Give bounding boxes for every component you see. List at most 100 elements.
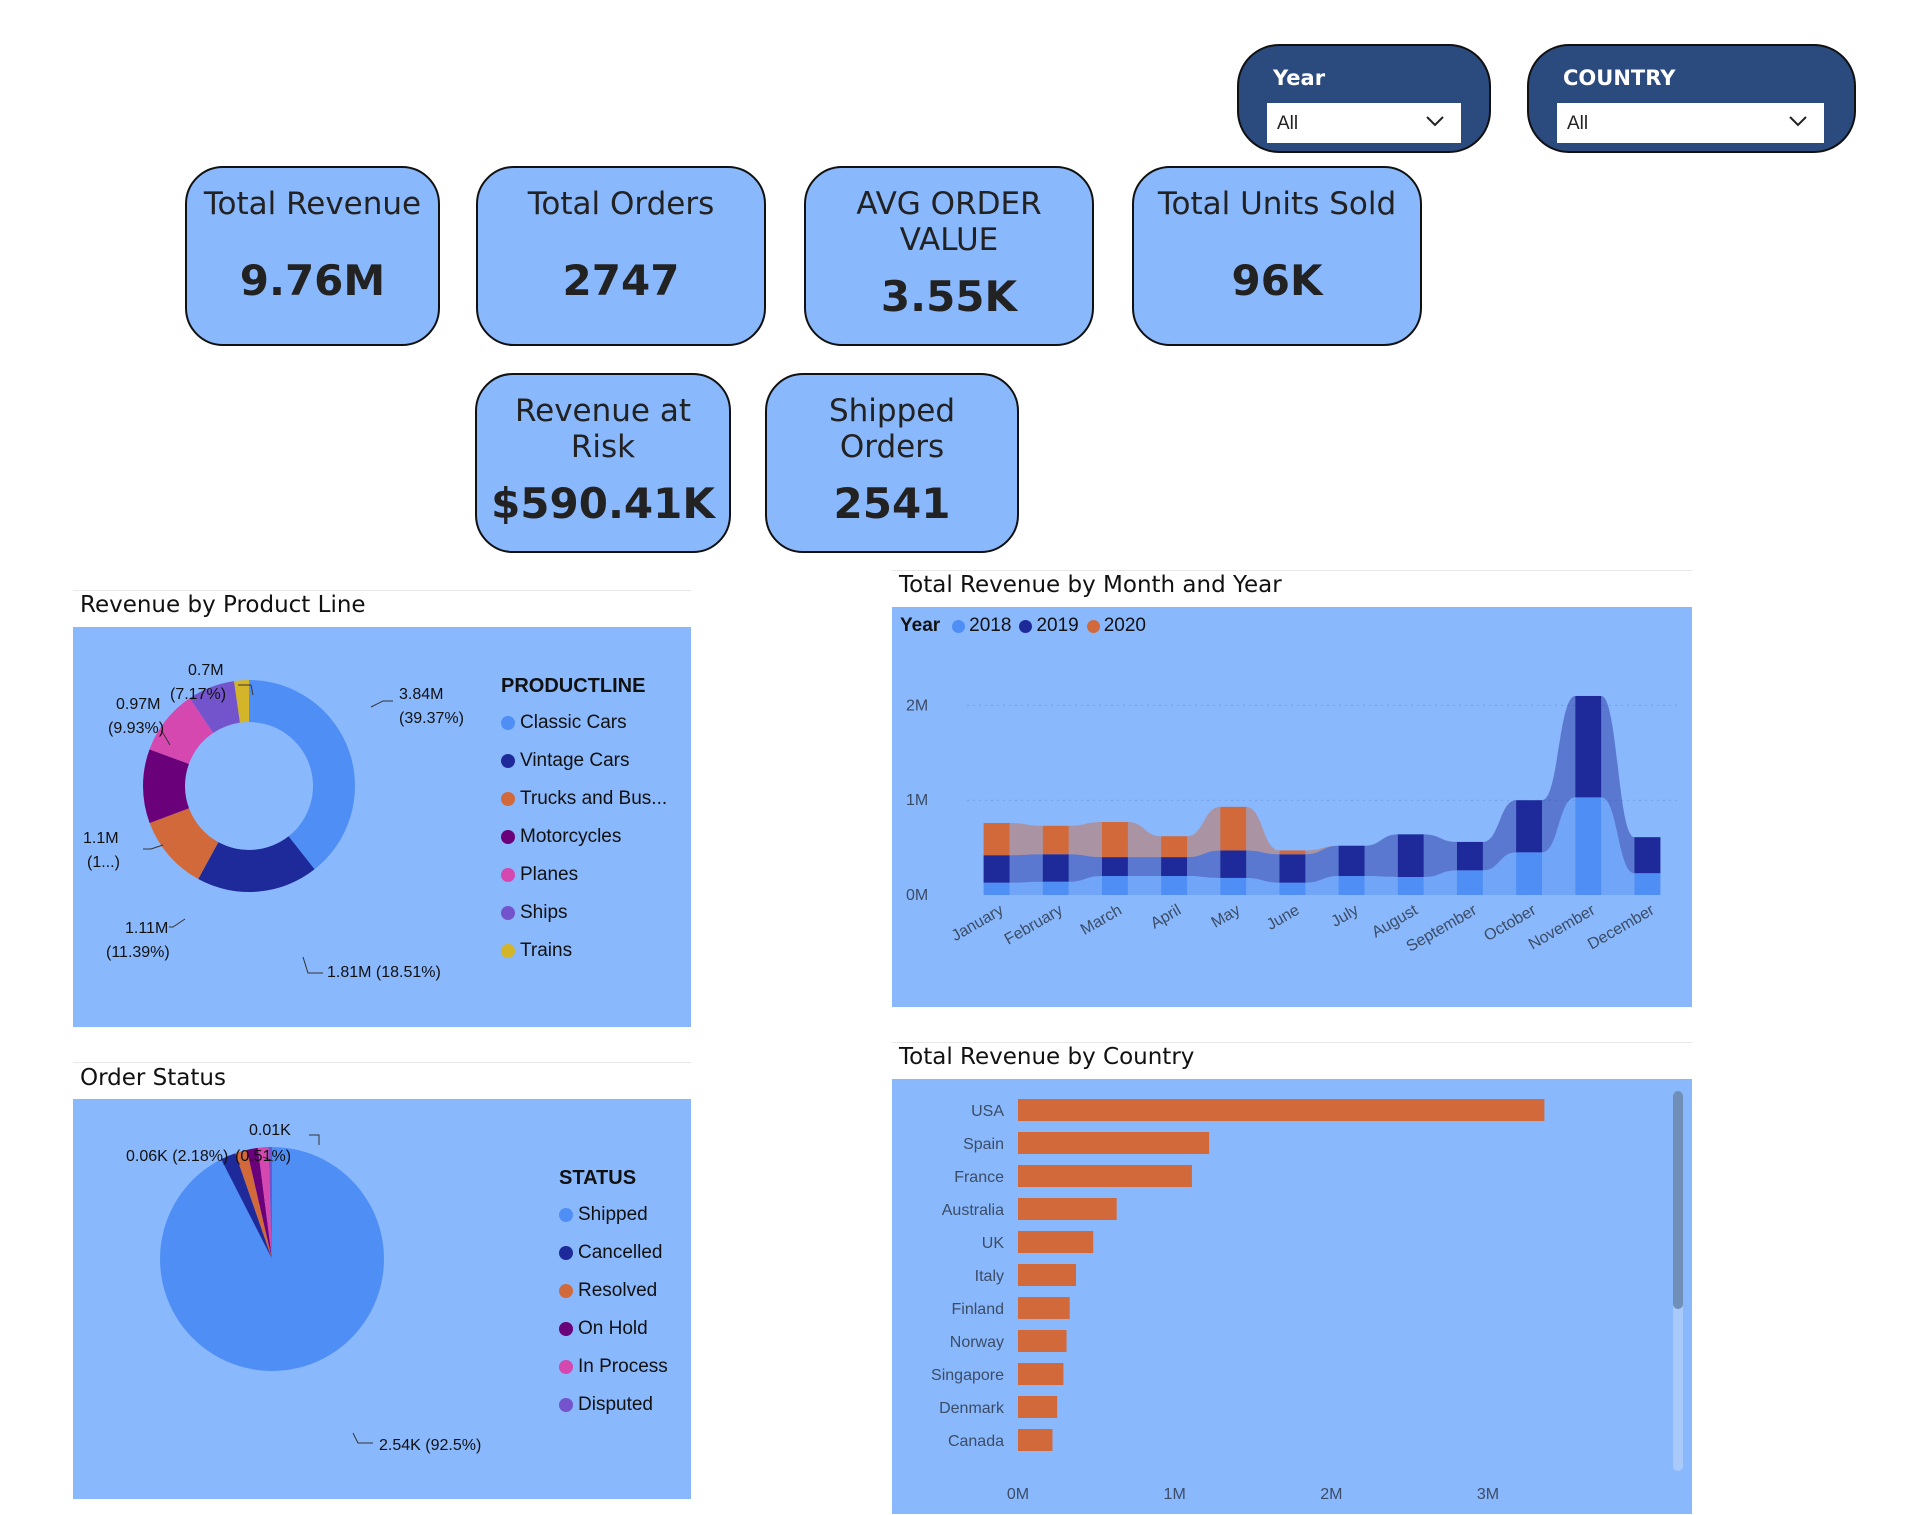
year-dropdown[interactable]: All (1267, 103, 1461, 143)
bar-december-2018[interactable] (1634, 873, 1661, 895)
legend-item[interactable]: In Process (559, 1348, 668, 1386)
slice-shipped[interactable] (160, 1147, 385, 1371)
x-tick-label: 2M (1320, 1486, 1342, 1503)
bar-may-2019[interactable] (1220, 850, 1247, 878)
kpi-value: 3.55K (880, 272, 1018, 321)
bar-july-2019[interactable] (1338, 845, 1365, 877)
slice-on-hold[interactable] (246, 1147, 272, 1259)
legend-item[interactable]: Resolved (559, 1272, 668, 1310)
legend-dot (501, 830, 515, 844)
ribbon-2020 (1009, 822, 1043, 856)
month-year-chart-title: Total Revenue by Month and Year (899, 572, 1282, 598)
legend-item[interactable]: Ships (501, 894, 667, 932)
legend-item[interactable]: 2019 (1019, 615, 1079, 637)
bar-january-2019[interactable] (983, 855, 1010, 883)
bar-march-2019[interactable] (1101, 857, 1128, 877)
legend-item[interactable]: 2018 (952, 615, 1011, 637)
legend-dot (501, 868, 515, 882)
kpi-value: 9.76M (239, 256, 386, 305)
bar-july-2018[interactable] (1338, 876, 1365, 895)
label-trucks: 1.11M (125, 920, 168, 937)
bar-april-2019[interactable] (1161, 857, 1188, 877)
legend-label: Shipped (578, 1204, 648, 1225)
legend-label: Disputed (578, 1394, 653, 1415)
legend-item[interactable]: Vintage Cars (501, 742, 667, 780)
bar-september-2019[interactable] (1456, 841, 1483, 871)
legend-item[interactable]: Planes (501, 856, 667, 894)
bar-january-2020[interactable] (983, 822, 1010, 856)
country-label: Singapore (931, 1367, 1004, 1384)
bar-january-2018[interactable] (983, 882, 1010, 895)
bar-norway[interactable] (1018, 1330, 1067, 1352)
legend-item[interactable]: Cancelled (559, 1234, 668, 1272)
bar-finland[interactable] (1018, 1297, 1070, 1319)
bar-canada[interactable] (1018, 1429, 1053, 1451)
slice-cancelled[interactable] (221, 1153, 272, 1259)
kpi-title-line1: Revenue at (514, 393, 691, 429)
ribbon-2019 (1068, 854, 1102, 882)
bar-may-2018[interactable] (1220, 877, 1247, 895)
bar-march-2020[interactable] (1101, 822, 1128, 858)
kpi-title: Total Orders (527, 186, 715, 222)
legend-item[interactable]: Shipped (559, 1196, 668, 1234)
bar-april-2018[interactable] (1161, 876, 1188, 895)
bar-singapore[interactable] (1018, 1363, 1064, 1385)
bar-december-2019[interactable] (1634, 837, 1661, 874)
kpi-total-revenue: Total Revenue 9.76M (185, 166, 440, 346)
bar-august-2018[interactable] (1397, 876, 1424, 895)
bar-april-2020[interactable] (1161, 836, 1188, 858)
legend-item[interactable]: Trucks and Bus... (501, 780, 667, 818)
bar-february-2019[interactable] (1042, 854, 1069, 882)
bar-november-2019[interactable] (1575, 695, 1602, 798)
bar-denmark[interactable] (1018, 1396, 1058, 1418)
bar-february-2020[interactable] (1042, 825, 1069, 855)
legend-label: Cancelled (578, 1242, 663, 1263)
slice-in-process[interactable] (257, 1147, 272, 1259)
bar-october-2019[interactable] (1516, 800, 1543, 853)
bar-august-2019[interactable] (1397, 834, 1424, 877)
bar-italy[interactable] (1018, 1264, 1076, 1286)
legend-item[interactable]: Classic Cars (501, 704, 667, 742)
country-dropdown[interactable]: All (1557, 103, 1824, 143)
bar-november-2018[interactable] (1575, 797, 1602, 895)
slice-resolved[interactable] (235, 1149, 272, 1259)
legend-item[interactable]: Disputed (559, 1386, 668, 1424)
country-slicer-label: COUNTRY (1563, 66, 1676, 90)
label-planes: 0.97M (116, 696, 160, 713)
legend-item[interactable]: Trains (501, 932, 667, 970)
scrollbar-thumb[interactable] (1673, 1091, 1683, 1309)
legend-item[interactable]: On Hold (559, 1310, 668, 1348)
bar-spain[interactable] (1018, 1132, 1210, 1154)
bar-france[interactable] (1018, 1165, 1192, 1187)
slice-motorcycles[interactable] (143, 749, 190, 823)
x-tick-label: December (1585, 901, 1658, 953)
slice-classic-cars[interactable] (249, 680, 355, 870)
slice-planes[interactable] (149, 698, 214, 764)
bar-may-2020[interactable] (1220, 806, 1247, 851)
bar-june-2018[interactable] (1279, 882, 1306, 895)
legend-label: Planes (520, 864, 579, 885)
bar-australia[interactable] (1018, 1198, 1117, 1220)
slice-vintage-cars[interactable] (198, 836, 315, 892)
bar-june-2019[interactable] (1279, 854, 1306, 883)
ribbon-2018 (1364, 876, 1398, 895)
ribbon-2018 (1423, 870, 1457, 895)
bar-october-2018[interactable] (1516, 852, 1543, 895)
bar-usa[interactable] (1018, 1099, 1545, 1121)
scrollbar-track[interactable] (1673, 1091, 1683, 1471)
legend-dot (559, 1284, 573, 1298)
bar-september-2018[interactable] (1456, 870, 1483, 895)
bar-uk[interactable] (1018, 1231, 1094, 1253)
label-ships-pct: (7.17%) (170, 686, 226, 703)
slice-trucks-and-bus[interactable] (149, 808, 219, 880)
legend-label: In Process (578, 1356, 668, 1377)
bar-june-2020[interactable] (1279, 850, 1306, 855)
slice-ships[interactable] (189, 681, 240, 733)
bar-march-2018[interactable] (1101, 876, 1128, 895)
bar-february-2018[interactable] (1042, 881, 1069, 895)
slice-disputed[interactable] (268, 1147, 272, 1259)
slice-trains[interactable] (234, 680, 249, 723)
legend-item[interactable]: Motorcycles (501, 818, 667, 856)
legend-item[interactable]: 2020 (1086, 615, 1146, 637)
country-label: Denmark (939, 1400, 1005, 1417)
